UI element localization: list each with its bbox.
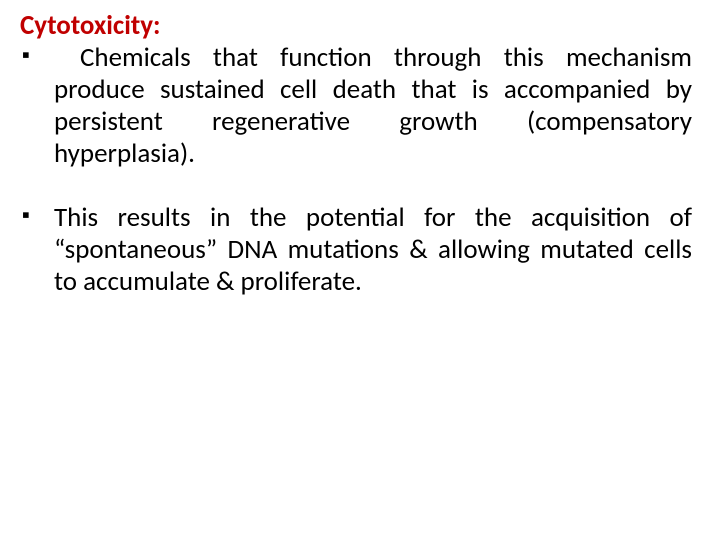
bullet-list: Chemicals that function through this mec…	[20, 42, 692, 297]
list-item: Chemicals that function through this mec…	[20, 42, 692, 169]
bullet-text: Chemicals that function through this mec…	[54, 41, 692, 170]
slide-container: Cytotoxicity: Chemicals that function th…	[0, 0, 720, 540]
bullet-text: This results in the potential for the ac…	[54, 201, 692, 298]
list-item: This results in the potential for the ac…	[20, 202, 692, 298]
slide-heading: Cytotoxicity:	[20, 10, 692, 42]
